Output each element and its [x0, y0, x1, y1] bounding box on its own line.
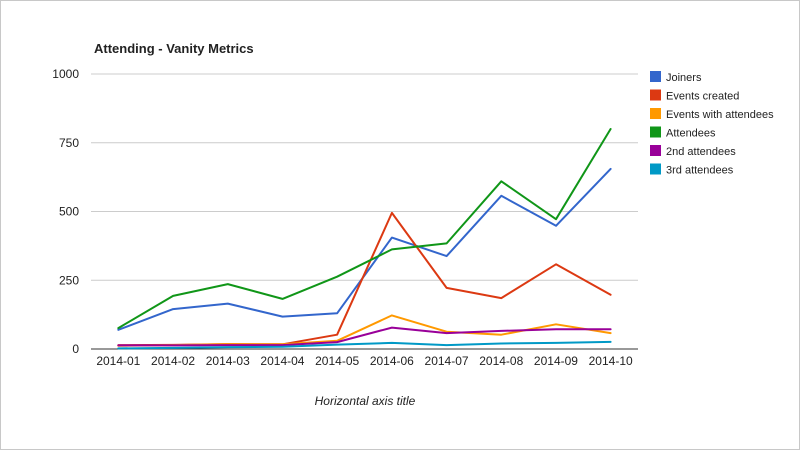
- y-tick-label: 0: [72, 342, 79, 356]
- series-lines: [117, 128, 612, 350]
- x-tick-label: 2014-08: [479, 354, 523, 368]
- chart-title: Attending - Vanity Metrics: [94, 41, 254, 56]
- x-tick-label: 2014-10: [589, 354, 633, 368]
- series-line-3rd-attendees: [117, 340, 612, 350]
- gridlines: [91, 73, 638, 350]
- y-tick-label: 250: [59, 273, 79, 287]
- legend-label: 2nd attendees: [666, 146, 736, 158]
- y-tick-label: 750: [59, 136, 79, 150]
- x-axis-title: Horizontal axis title: [315, 394, 416, 408]
- legend-swatch: [650, 145, 661, 156]
- legend-label: Attendees: [666, 128, 716, 140]
- y-axis-ticks: 0 250 500 750 1000: [52, 67, 79, 356]
- series-line-2nd-attendees: [117, 326, 612, 347]
- x-axis-ticks: 2014-01 2014-02 2014-03 2014-04 2014-05 2014-…: [96, 354, 633, 368]
- series-line-events-created: [117, 211, 612, 347]
- x-tick-label: 2014-09: [534, 354, 578, 368]
- legend-swatch: [650, 163, 661, 175]
- y-tick-label: 500: [59, 205, 79, 219]
- y-tick-label: 1000: [52, 67, 79, 81]
- x-tick-label: 2014-01: [96, 354, 140, 368]
- legend-label: 3rd attendees: [666, 165, 734, 177]
- legend-swatch: [650, 108, 661, 119]
- legend-swatch: [650, 126, 661, 138]
- x-tick-label: 2014-02: [151, 354, 195, 368]
- x-tick-label: 2014-04: [260, 354, 304, 368]
- legend-swatch: [650, 89, 661, 101]
- legend-label: Events with attendees: [666, 109, 774, 121]
- x-tick-label: 2014-05: [315, 354, 359, 368]
- legend-swatch: [650, 71, 661, 82]
- x-tick-label: 2014-06: [370, 354, 414, 368]
- series-line-attendees: [117, 128, 612, 330]
- series-line-joiners: [117, 167, 612, 331]
- x-tick-label: 2014-03: [206, 354, 250, 368]
- legend: Joiners Events created Events with attende…: [650, 71, 774, 177]
- x-tick-label: 2014-07: [425, 354, 469, 368]
- legend-label: Joiners: [666, 72, 702, 84]
- legend-label: Events created: [666, 91, 739, 103]
